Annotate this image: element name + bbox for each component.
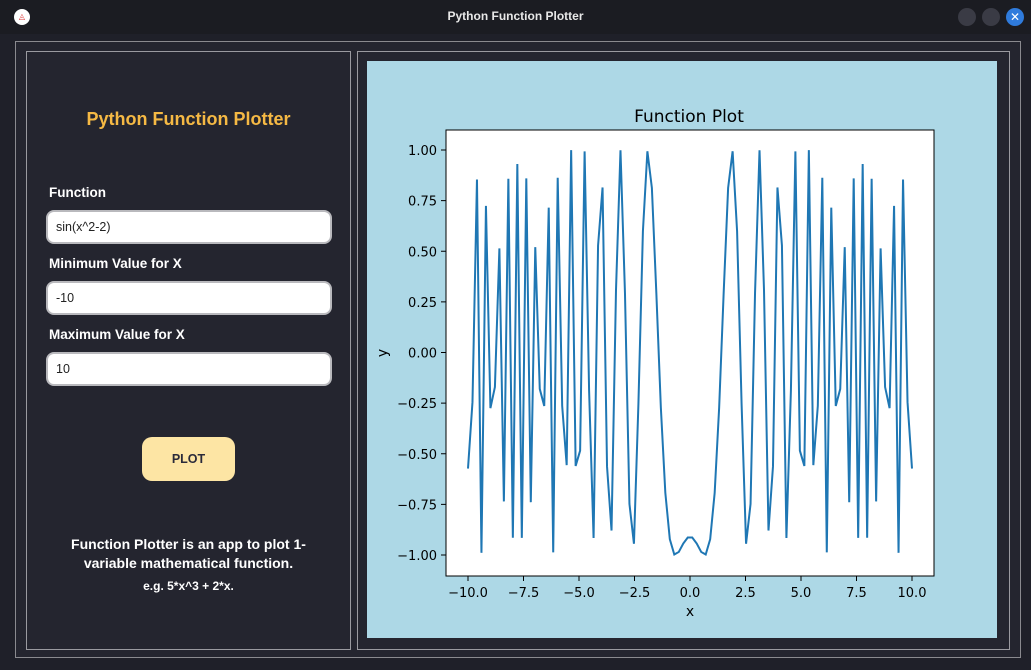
app-heading: Python Function Plotter [86, 109, 291, 129]
x-tick-label: 2.5 [735, 586, 756, 601]
y-tick-label: 0.75 [408, 195, 437, 210]
window-titlebar: ◬ Python Function Plotter ✕ [0, 0, 1031, 34]
y-tick-label: −0.75 [397, 498, 437, 513]
y-tick-label: −1.00 [397, 549, 437, 564]
x-tick-label: 5.0 [791, 586, 812, 601]
minimize-button[interactable] [958, 8, 976, 26]
window-title: Python Function Plotter [447, 9, 584, 23]
x-tick-label: −7.5 [508, 586, 540, 601]
y-tick-label: −0.50 [397, 448, 437, 463]
y-tick-label: 1.00 [408, 144, 437, 159]
x-tick-label: 10.0 [898, 586, 927, 601]
x-tick-label: −10.0 [448, 586, 488, 601]
function-label: Function [49, 185, 106, 200]
min-x-input[interactable]: -10 [46, 281, 332, 315]
chart-title: Function Plot [634, 107, 744, 127]
x-tick-label: 0.0 [680, 586, 701, 601]
example-text: e.g. 5*x^3 + 2*x. [143, 579, 234, 593]
controls-panel: Python Function Plotter Function sin(x^2… [26, 51, 351, 650]
close-button[interactable]: ✕ [1006, 8, 1024, 26]
y-tick-label: −0.25 [397, 397, 437, 412]
description-line-2: variable mathematical function. [83, 555, 294, 571]
min-x-label: Minimum Value for X [49, 256, 182, 271]
description-line-1: Function Plotter is an app to plot 1- [71, 536, 306, 552]
app-icon: ◬ [14, 9, 30, 25]
plot-button[interactable]: PLOT [142, 437, 235, 481]
app-description: Function Plotter is an app to plot 1- va… [27, 535, 350, 573]
x-tick-label: −2.5 [619, 586, 651, 601]
max-x-input[interactable]: 10 [46, 352, 332, 386]
function-chart: Function Plot −10.0 −7.5 −5.0 −2.5 0.0 2.5 5.0… [375, 107, 935, 620]
y-axis-label: y [375, 349, 391, 357]
x-tick-label: 7.5 [846, 586, 867, 601]
max-x-label: Maximum Value for X [49, 327, 185, 342]
y-axis: 1.00 0.75 0.50 0.25 0.00 −0.25 −0.50 −0.75 −1.00 [397, 144, 446, 564]
y-tick-label: 0.25 [408, 296, 437, 311]
y-tick-label: 0.00 [408, 347, 437, 362]
maximize-button[interactable] [982, 8, 1000, 26]
function-input[interactable]: sin(x^2-2) [46, 210, 332, 244]
plot-canvas: Function Plot −10.0 −7.5 −5.0 −2.5 0.0 2.5 5.0… [367, 61, 997, 638]
x-axis-label: x [686, 604, 694, 620]
x-tick-label: −5.0 [563, 586, 595, 601]
series-line [467, 150, 913, 556]
y-tick-label: 0.50 [408, 245, 437, 260]
x-axis: −10.0 −7.5 −5.0 −2.5 0.0 2.5 5.0 7.5 10.0 [448, 576, 926, 601]
